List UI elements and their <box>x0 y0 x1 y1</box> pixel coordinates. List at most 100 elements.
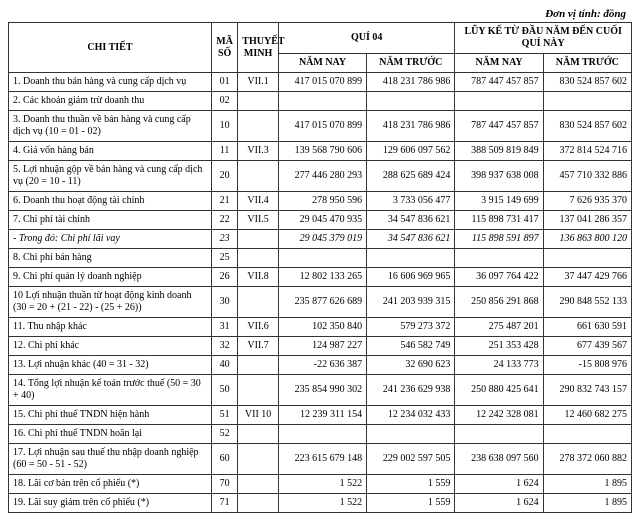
cell-label: 19. Lãi suy giảm trên cổ phiếu (*) <box>9 494 212 513</box>
cell-tm <box>238 444 279 475</box>
cell-q-truoc: 12 234 032 433 <box>367 406 455 425</box>
cell-l-nay: 24 133 773 <box>455 356 543 375</box>
table-row: 11. Thu nhập khác31VII.6102 350 840579 2… <box>9 318 632 337</box>
cell-q-truoc <box>367 425 455 444</box>
cell-ms: 11 <box>211 142 237 161</box>
cell-q-truoc: 1 559 <box>367 475 455 494</box>
cell-l-truoc: 12 460 682 275 <box>543 406 631 425</box>
header-l-nam-nay: NĂM NAY <box>455 54 543 73</box>
table-row: 18. Lãi cơ bản trên cổ phiếu (*)701 5221… <box>9 475 632 494</box>
cell-tm <box>238 375 279 406</box>
cell-ms: 32 <box>211 337 237 356</box>
cell-label: 13. Lợi nhuận khác (40 = 31 - 32) <box>9 356 212 375</box>
cell-tm <box>238 111 279 142</box>
cell-tm <box>238 475 279 494</box>
cell-l-truoc <box>543 92 631 111</box>
cell-q-nay <box>278 92 366 111</box>
cell-q-nay: 417 015 070 899 <box>278 73 366 92</box>
cell-q-nay: 29 045 379 019 <box>278 230 366 249</box>
cell-q-truoc <box>367 249 455 268</box>
cell-tm: VII.5 <box>238 211 279 230</box>
cell-l-truoc: 137 041 286 357 <box>543 211 631 230</box>
cell-q-nay: 235 854 990 302 <box>278 375 366 406</box>
cell-q-truoc: 546 582 749 <box>367 337 455 356</box>
table-row: 12. Chi phí khác32VII.7124 987 227546 58… <box>9 337 632 356</box>
cell-label: 10 Lợi nhuận thuần từ hoạt động kinh doa… <box>9 287 212 318</box>
cell-tm <box>238 287 279 318</box>
cell-label: 15. Chi phí thuế TNDN hiện hành <box>9 406 212 425</box>
cell-q-nay: 235 877 626 689 <box>278 287 366 318</box>
cell-l-nay: 12 242 328 081 <box>455 406 543 425</box>
cell-tm <box>238 494 279 513</box>
table-row: 14. Tổng lợi nhuận kế toán trước thuế (5… <box>9 375 632 406</box>
cell-label: 17. Lợi nhuận sau thuế thu nhập doanh ng… <box>9 444 212 475</box>
header-q-nam-truoc: NĂM TRƯỚC <box>367 54 455 73</box>
cell-l-nay: 115 898 591 897 <box>455 230 543 249</box>
cell-label: 9. Chi phí quản lý doanh nghiệp <box>9 268 212 287</box>
cell-l-truoc: 372 814 524 716 <box>543 142 631 161</box>
cell-ms: 26 <box>211 268 237 287</box>
cell-l-nay: 238 638 097 560 <box>455 444 543 475</box>
cell-ms: 40 <box>211 356 237 375</box>
cell-tm: VII.3 <box>238 142 279 161</box>
cell-q-truoc: 16 606 969 965 <box>367 268 455 287</box>
cell-q-nay: -22 636 387 <box>278 356 366 375</box>
cell-l-truoc: 290 848 552 133 <box>543 287 631 318</box>
cell-tm: VII.1 <box>238 73 279 92</box>
cell-q-truoc: 241 203 939 315 <box>367 287 455 318</box>
cell-l-nay: 1 624 <box>455 494 543 513</box>
cell-l-truoc: 661 630 591 <box>543 318 631 337</box>
table-row: 2. Các khoản giảm trừ doanh thu02 <box>9 92 632 111</box>
cell-label: 4. Giá vốn hàng bán <box>9 142 212 161</box>
cell-q-truoc: 241 236 629 938 <box>367 375 455 406</box>
table-row: - Trong đó: Chi phí lãi vay2329 045 379 … <box>9 230 632 249</box>
cell-q-truoc: 1 559 <box>367 494 455 513</box>
header-q-nam-nay: NĂM NAY <box>278 54 366 73</box>
cell-tm: VII 10 <box>238 406 279 425</box>
cell-l-nay: 1 624 <box>455 475 543 494</box>
header-qui-04: QUÍ 04 <box>278 23 455 54</box>
cell-ms: 21 <box>211 192 237 211</box>
unit-label: Đơn vị tính: đồng <box>8 8 632 20</box>
cell-l-truoc: 37 447 429 766 <box>543 268 631 287</box>
cell-label: 6. Doanh thu hoạt động tài chính <box>9 192 212 211</box>
table-row: 5. Lợi nhuận gộp về bán hàng và cung cấp… <box>9 161 632 192</box>
header-ma-so: MÃ SỐ <box>211 23 237 73</box>
cell-ms: 30 <box>211 287 237 318</box>
cell-l-nay: 275 487 201 <box>455 318 543 337</box>
cell-tm <box>238 161 279 192</box>
cell-label: 3. Doanh thu thuần về bán hàng và cung c… <box>9 111 212 142</box>
cell-q-truoc <box>367 92 455 111</box>
cell-tm <box>238 356 279 375</box>
table-row: 1. Doanh thu bán hàng và cung cấp dịch v… <box>9 73 632 92</box>
cell-label: 16. Chi phí thuế TNDN hoãn lại <box>9 425 212 444</box>
cell-l-nay: 398 937 638 008 <box>455 161 543 192</box>
cell-q-nay: 102 350 840 <box>278 318 366 337</box>
header-chi-tiet: CHI TIẾT <box>9 23 212 73</box>
cell-q-truoc: 32 690 623 <box>367 356 455 375</box>
cell-ms: 01 <box>211 73 237 92</box>
cell-l-truoc <box>543 425 631 444</box>
cell-ms: 22 <box>211 211 237 230</box>
table-row: 3. Doanh thu thuần về bán hàng và cung c… <box>9 111 632 142</box>
cell-ms: 31 <box>211 318 237 337</box>
cell-tm <box>238 425 279 444</box>
cell-tm <box>238 92 279 111</box>
cell-ms: 71 <box>211 494 237 513</box>
cell-ms: 20 <box>211 161 237 192</box>
cell-q-truoc: 129 606 097 562 <box>367 142 455 161</box>
cell-label: 8. Chi phí bán hàng <box>9 249 212 268</box>
cell-q-truoc: 229 002 597 505 <box>367 444 455 475</box>
cell-q-truoc: 579 273 372 <box>367 318 455 337</box>
cell-l-truoc: 830 524 857 602 <box>543 111 631 142</box>
cell-l-nay: 3 915 149 699 <box>455 192 543 211</box>
cell-q-truoc: 418 231 786 986 <box>367 73 455 92</box>
cell-ms: 60 <box>211 444 237 475</box>
cell-q-nay: 29 045 470 935 <box>278 211 366 230</box>
table-row: 7. Chi phí tài chính22VII.529 045 470 93… <box>9 211 632 230</box>
cell-q-nay: 278 950 596 <box>278 192 366 211</box>
cell-ms: 51 <box>211 406 237 425</box>
cell-q-nay: 12 239 311 154 <box>278 406 366 425</box>
cell-q-nay <box>278 249 366 268</box>
cell-l-nay: 787 447 457 857 <box>455 111 543 142</box>
